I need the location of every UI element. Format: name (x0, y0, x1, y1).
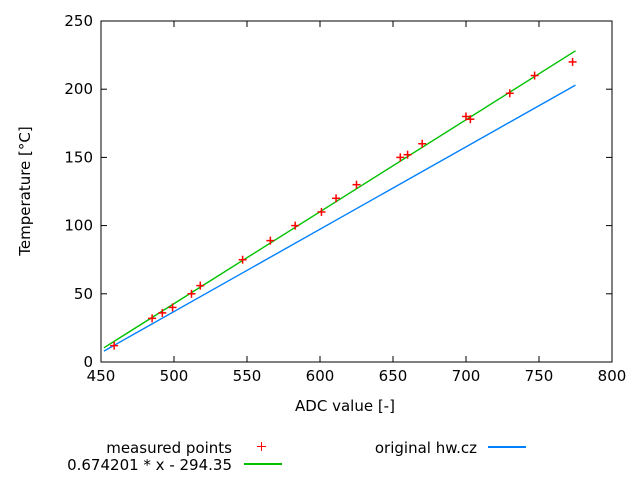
y-axis-ticks: 0 50 100 150 200 250 (64, 12, 612, 371)
x-tick-label: 750 (525, 367, 554, 385)
y-tick-label: 50 (74, 285, 93, 303)
legend-label-measured-points: measured points (106, 439, 232, 457)
x-tick-label: 800 (598, 367, 627, 385)
series-line (103, 84, 576, 352)
legend-label-fit-formula: 0.674201 * x - 294.35 (67, 456, 232, 474)
y-tick-label: 0 (83, 353, 93, 371)
y-tick-label: 250 (64, 12, 93, 30)
legend-label-original-hwcz: original hw.cz (374, 439, 477, 457)
plot-border (100, 20, 613, 363)
plot-area: 450 500 550 600 650 700 750 800 0 50 100 150 200 250 (64, 12, 627, 385)
x-tick-label: 550 (233, 367, 262, 385)
x-tick-label: 700 (452, 367, 481, 385)
y-tick-label: 150 (64, 148, 93, 166)
series-points (110, 57, 577, 350)
legend-plus-marker-icon (257, 442, 266, 451)
y-tick-label: 100 (64, 217, 93, 235)
x-tick-label: 600 (306, 367, 335, 385)
x-tick-label: 450 (87, 367, 116, 385)
series-line (103, 50, 576, 349)
y-tick-label: 200 (64, 80, 93, 98)
x-tick-label: 650 (379, 367, 408, 385)
legend-line-sample-fit (244, 463, 282, 465)
y-axis-label: Temperature [°C] (16, 126, 34, 256)
x-axis-ticks: 450 500 550 600 650 700 750 800 (87, 21, 627, 385)
x-tick-label: 500 (160, 367, 189, 385)
x-axis-label: ADC value [-] (295, 397, 395, 415)
legend-line-sample-original (488, 446, 526, 448)
